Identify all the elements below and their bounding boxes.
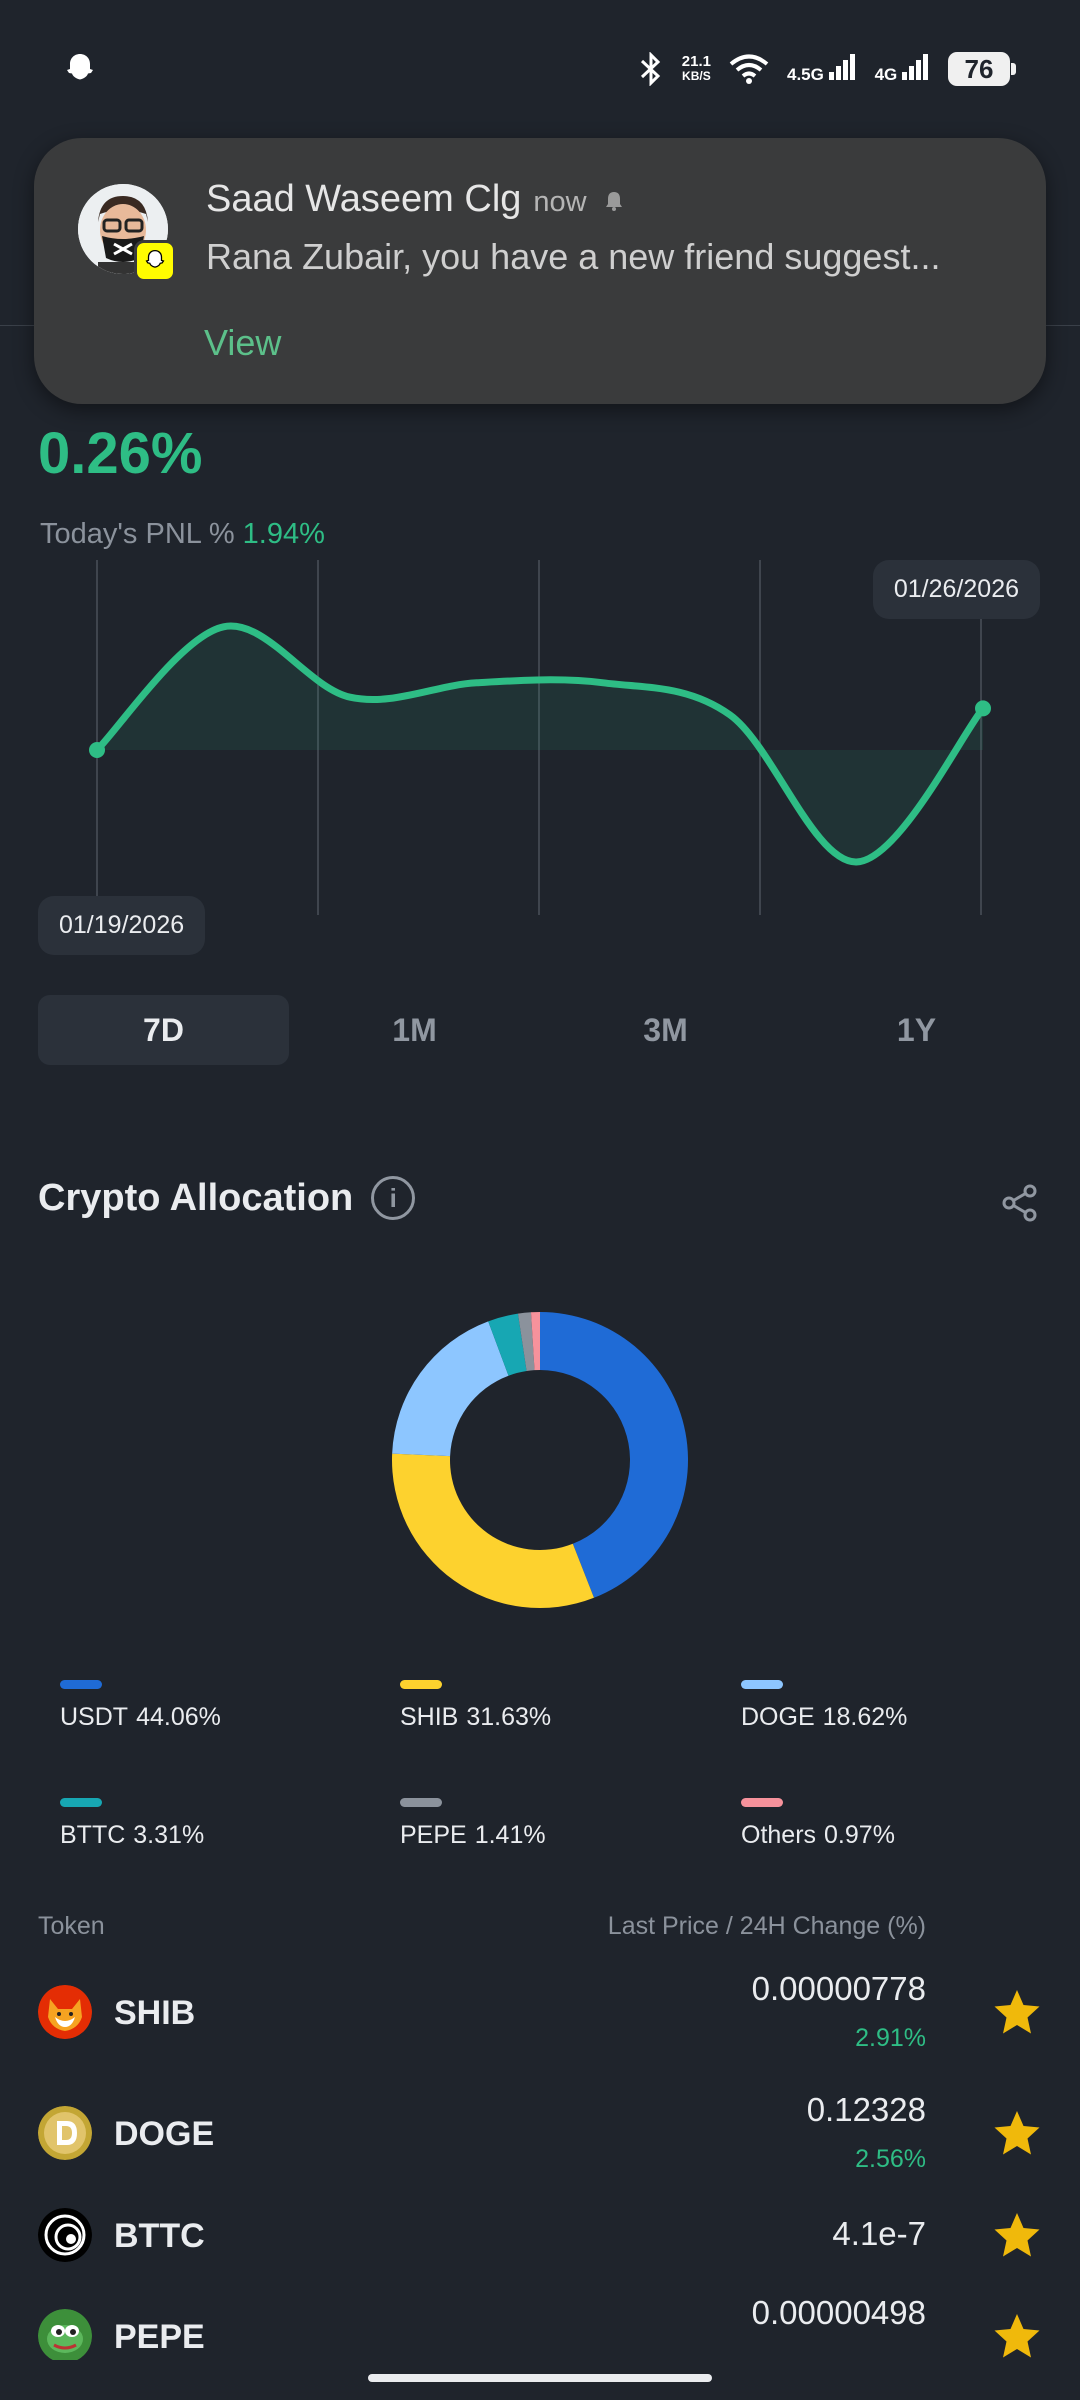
network-speed: 21.1 KB/S bbox=[681, 53, 711, 83]
notification-body: Rana Zubair, you have a new friend sugge… bbox=[206, 236, 941, 277]
notification-time: now bbox=[533, 186, 587, 218]
donut-slice-pepe[interactable] bbox=[517, 1312, 535, 1372]
info-icon[interactable]: i bbox=[371, 1176, 416, 1220]
todays-pnl: Today's PNL % 1.94% bbox=[40, 518, 325, 551]
allocation-title-text: Crypto Allocation bbox=[38, 1176, 354, 1219]
legend-swatch-doge bbox=[741, 1680, 783, 1689]
donut-slice-shib[interactable] bbox=[392, 1453, 594, 1608]
token-symbol: PEPE bbox=[114, 2318, 205, 2356]
legend-item-usdt: USDT 44.06% bbox=[38, 1680, 378, 1732]
signal-bars-icon bbox=[902, 53, 928, 80]
time-range-tabs: 7D 1M 3M 1Y bbox=[38, 995, 1042, 1065]
token-row-pepe[interactable]: PEPE 0.00000498 bbox=[38, 2286, 1042, 2360]
view-button[interactable]: View bbox=[204, 322, 282, 363]
allocation-title: Crypto Allocation i bbox=[38, 1176, 416, 1220]
battery-indicator: 76 bbox=[948, 52, 1016, 86]
chart-end-date: 01/26/2026 bbox=[872, 560, 1040, 619]
legend-label: PEPE bbox=[400, 1821, 467, 1849]
legend-label: Others bbox=[741, 1821, 817, 1849]
legend-percent: 0.97% bbox=[824, 1821, 895, 1849]
legend-swatch-bttc bbox=[60, 1798, 102, 1807]
legend-label: USDT bbox=[60, 1703, 129, 1731]
token-row-bttc[interactable]: BTTC 4.1e-7 bbox=[38, 2185, 1042, 2285]
tab-1y[interactable]: 1Y bbox=[896, 1011, 937, 1048]
legend-item-doge: DOGE 18.62% bbox=[719, 1680, 1059, 1732]
pnl-line-chart bbox=[89, 560, 991, 915]
shib-coin-icon bbox=[38, 1985, 92, 2039]
tab-3m[interactable]: 3M bbox=[643, 1011, 688, 1048]
token-symbol: SHIB bbox=[114, 1994, 196, 2032]
share-icon[interactable] bbox=[1000, 1183, 1040, 1223]
legend-label: DOGE bbox=[741, 1703, 815, 1731]
signal-4g: 4G bbox=[875, 53, 930, 85]
donut-slice-usdt[interactable] bbox=[540, 1312, 688, 1598]
home-indicator[interactable] bbox=[368, 2374, 712, 2382]
token-change: 2.91% bbox=[855, 2024, 926, 2052]
pnl-percent: 0.26% bbox=[38, 421, 203, 486]
snapchat-badge-icon bbox=[134, 240, 176, 282]
signal-4-5g: 4.5G bbox=[787, 53, 857, 85]
favorite-star-icon[interactable] bbox=[992, 2210, 1042, 2260]
pnl-chart[interactable]: 01/26/2026 01/19/2026 bbox=[0, 560, 1080, 960]
donut-slice-others[interactable] bbox=[530, 1312, 540, 1371]
bell-icon bbox=[606, 191, 623, 211]
notification-title: Saad Waseem Clg now bbox=[206, 178, 625, 221]
legend-swatch-shib bbox=[400, 1680, 442, 1689]
token-price: 0.00000498 bbox=[751, 2294, 926, 2331]
snapchat-ghost-icon bbox=[67, 54, 93, 80]
chart-end-point bbox=[975, 700, 991, 717]
legend-item-pepe: PEPE 1.41% bbox=[378, 1798, 718, 1850]
token-row-doge[interactable]: DOGE 0.12328 2.56% bbox=[38, 2083, 1042, 2183]
donut-slice-bttc[interactable] bbox=[488, 1313, 527, 1376]
token-price: 0.12328 bbox=[806, 2091, 926, 2128]
legend-swatch-pepe bbox=[400, 1798, 442, 1807]
todays-pnl-label: Today's PNL % bbox=[40, 518, 235, 550]
legend-swatch-usdt bbox=[60, 1680, 102, 1689]
legend-percent: 44.06% bbox=[136, 1703, 221, 1731]
favorite-star-icon[interactable] bbox=[992, 2108, 1042, 2158]
token-price: 4.1e-7 bbox=[832, 2215, 926, 2252]
chart-series-line bbox=[93, 622, 987, 866]
wifi-icon bbox=[729, 54, 769, 84]
token-row-shib[interactable]: SHIB 0.00000778 2.91% bbox=[38, 1962, 1042, 2062]
signal-bars-icon bbox=[828, 53, 855, 80]
token-symbol: DOGE bbox=[114, 2115, 215, 2153]
legend-percent: 3.31% bbox=[133, 1821, 205, 1849]
bluetooth-icon bbox=[640, 52, 660, 86]
legend-percent: 18.62% bbox=[822, 1703, 908, 1731]
tab-1m[interactable]: 1M bbox=[392, 1011, 437, 1048]
chart-start-date: 01/19/2026 bbox=[38, 896, 206, 955]
column-token: Token bbox=[38, 1912, 105, 1940]
favorite-star-icon[interactable] bbox=[992, 2311, 1042, 2360]
status-bar: 21.1 KB/S 4.5G 4G 76 bbox=[0, 0, 1080, 130]
allocation-donut-chart[interactable] bbox=[380, 1300, 700, 1620]
chart-area bbox=[97, 626, 983, 863]
chart-start-point bbox=[89, 742, 105, 758]
todays-pnl-value: 1.94% bbox=[242, 518, 325, 550]
token-table-header: Token Last Price / 24H Change (%) bbox=[38, 1912, 926, 1941]
bttc-coin-icon bbox=[38, 2208, 92, 2262]
snapchat-notification[interactable]: Saad Waseem Clg now Rana Zubair, you have… bbox=[34, 138, 1046, 404]
token-change: 2.56% bbox=[855, 2145, 926, 2173]
token-symbol: BTTC bbox=[114, 2217, 205, 2255]
token-price: 0.00000778 bbox=[751, 1970, 926, 2007]
pepe-coin-icon bbox=[38, 2309, 92, 2360]
column-price-change: Last Price / 24H Change (%) bbox=[607, 1912, 926, 1940]
doge-coin-icon bbox=[38, 2106, 92, 2160]
favorite-star-icon[interactable] bbox=[992, 1987, 1042, 2037]
legend-item-bttc: BTTC 3.31% bbox=[38, 1798, 378, 1850]
legend-item-shib: SHIB 31.63% bbox=[378, 1680, 718, 1732]
legend-swatch-others bbox=[741, 1798, 783, 1807]
legend-label: BTTC bbox=[60, 1821, 126, 1849]
donut-slice-doge[interactable] bbox=[392, 1321, 509, 1457]
legend-percent: 1.41% bbox=[474, 1821, 546, 1849]
legend-label: SHIB bbox=[400, 1703, 459, 1731]
tab-7d[interactable]: 7D bbox=[38, 995, 289, 1065]
legend-item-others: Others 0.97% bbox=[719, 1798, 1059, 1850]
legend-percent: 31.63% bbox=[466, 1703, 552, 1731]
